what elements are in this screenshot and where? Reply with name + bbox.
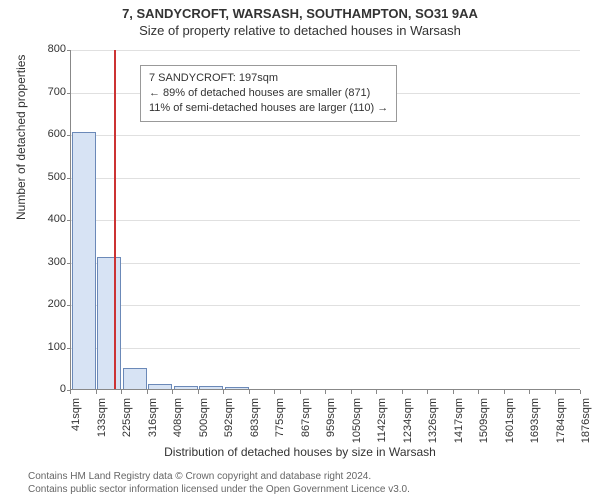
xtick-mark [478, 390, 479, 394]
xtick-label: 1326sqm [427, 398, 439, 448]
ytick-mark [67, 135, 71, 136]
histogram-bar [225, 387, 249, 389]
x-axis-label: Distribution of detached houses by size … [0, 445, 600, 459]
xtick-label: 1142sqm [376, 398, 388, 448]
xtick-label: 133sqm [96, 398, 108, 448]
xtick-label: 1417sqm [453, 398, 465, 448]
ytick-label: 400 [16, 213, 66, 225]
xtick-mark [198, 390, 199, 394]
xtick-label: 316sqm [147, 398, 159, 448]
histogram-bar [148, 384, 172, 389]
annotation-line2: ← 89% of detached houses are smaller (87… [149, 86, 388, 101]
xtick-mark [453, 390, 454, 394]
ytick-label: 100 [16, 341, 66, 353]
ytick-mark [67, 263, 71, 264]
ytick-label: 0 [16, 383, 66, 395]
xtick-mark [300, 390, 301, 394]
gridline [71, 263, 580, 264]
ytick-label: 600 [16, 128, 66, 140]
xtick-label: 683sqm [249, 398, 261, 448]
xtick-mark [376, 390, 377, 394]
xtick-label: 867sqm [300, 398, 312, 448]
xtick-mark [402, 390, 403, 394]
xtick-label: 500sqm [198, 398, 210, 448]
xtick-mark [504, 390, 505, 394]
xtick-mark [325, 390, 326, 394]
footer-line1: Contains HM Land Registry data © Crown c… [28, 470, 410, 483]
xtick-label: 408sqm [172, 398, 184, 448]
gridline [71, 178, 580, 179]
xtick-mark [274, 390, 275, 394]
xtick-label: 1876sqm [580, 398, 592, 448]
footer-line2: Contains public sector information licen… [28, 483, 410, 496]
ytick-label: 300 [16, 256, 66, 268]
ytick-mark [67, 305, 71, 306]
highlight-line [114, 50, 116, 389]
xtick-label: 1509sqm [478, 398, 490, 448]
ytick-mark [67, 50, 71, 51]
xtick-mark [529, 390, 530, 394]
histogram-bar [199, 386, 223, 389]
ytick-mark [67, 93, 71, 94]
ytick-mark [67, 220, 71, 221]
xtick-label: 775sqm [274, 398, 286, 448]
xtick-label: 592sqm [223, 398, 235, 448]
xtick-mark [427, 390, 428, 394]
annotation-line1: 7 SANDYCROFT: 197sqm [149, 71, 388, 86]
chart-title-address: 7, SANDYCROFT, WARSASH, SOUTHAMPTON, SO3… [0, 0, 600, 21]
xtick-label: 959sqm [325, 398, 337, 448]
histogram-bar [123, 368, 147, 389]
histogram-bar [72, 132, 96, 389]
histogram-bar [97, 257, 121, 389]
histogram-bar [174, 386, 198, 389]
ytick-label: 700 [16, 86, 66, 98]
xtick-label: 1601sqm [504, 398, 516, 448]
chart-title-desc: Size of property relative to detached ho… [0, 21, 600, 38]
xtick-label: 1693sqm [529, 398, 541, 448]
xtick-label: 41sqm [70, 398, 82, 448]
xtick-mark [555, 390, 556, 394]
ytick-label: 800 [16, 43, 66, 55]
xtick-mark [121, 390, 122, 394]
chart-area: 7 SANDYCROFT: 197sqm ← 89% of detached h… [70, 50, 580, 430]
xtick-mark [351, 390, 352, 394]
xtick-label: 1050sqm [351, 398, 363, 448]
gridline [71, 50, 580, 51]
xtick-label: 225sqm [121, 398, 133, 448]
xtick-mark [223, 390, 224, 394]
annotation-box: 7 SANDYCROFT: 197sqm ← 89% of detached h… [140, 65, 397, 122]
xtick-mark [172, 390, 173, 394]
xtick-mark [96, 390, 97, 394]
xtick-mark [249, 390, 250, 394]
gridline [71, 348, 580, 349]
xtick-label: 1784sqm [555, 398, 567, 448]
annotation-line3: 11% of semi-detached houses are larger (… [149, 101, 388, 116]
gridline [71, 135, 580, 136]
gridline [71, 220, 580, 221]
footer-credits: Contains HM Land Registry data © Crown c… [28, 470, 410, 496]
xtick-mark [580, 390, 581, 394]
ytick-mark [67, 348, 71, 349]
ytick-mark [67, 178, 71, 179]
xtick-mark [147, 390, 148, 394]
xtick-label: 1234sqm [402, 398, 414, 448]
ytick-label: 500 [16, 171, 66, 183]
xtick-mark [70, 390, 71, 394]
gridline [71, 305, 580, 306]
ytick-label: 200 [16, 298, 66, 310]
